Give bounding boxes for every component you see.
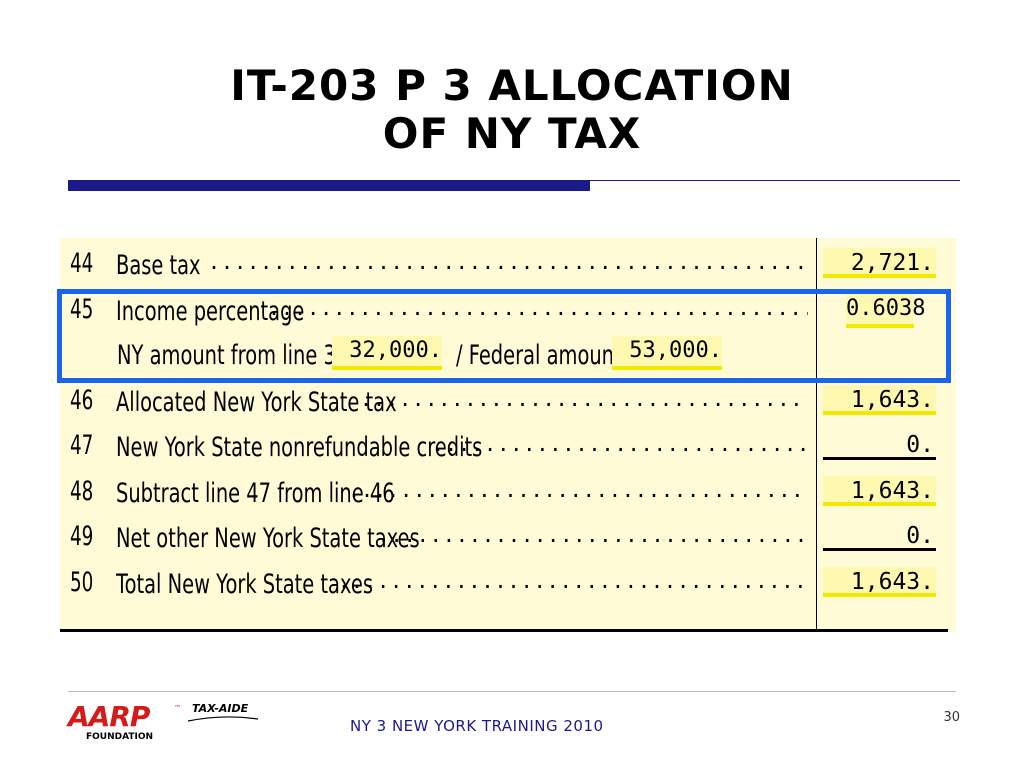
leader-dots: ................................. — [377, 523, 808, 547]
aarp-logo-text: AARP — [68, 700, 150, 733]
slide-title-line-2: OF NY TAX — [382, 109, 642, 158]
line-amount: 1,643. — [823, 476, 936, 506]
aarp-foundation-logo: AARP ™ FOUNDATION TAX-AIDE — [68, 700, 278, 748]
tax-form-panel — [60, 238, 956, 632]
leader-dots: ....................................... — [348, 478, 808, 502]
form-line-48: 48 Subtract line 47 from line 46 .......… — [60, 472, 956, 512]
trademark-mark: ™ — [174, 704, 181, 712]
swoosh-icon — [188, 716, 258, 722]
line-label: Total New York State taxes — [116, 569, 373, 600]
line-number: 47 — [70, 430, 94, 461]
page-number: 30 — [943, 710, 960, 725]
ny-amount-value: 32,000. — [332, 336, 442, 370]
federal-amount-label: / Federal amount — [456, 340, 622, 371]
leader-dots: ............................... — [432, 432, 808, 456]
line-label: Base tax — [116, 250, 201, 281]
line-label: Net other New York State taxes — [116, 523, 420, 554]
slide-title-line-1: IT-203 P 3 ALLOCATION — [230, 61, 794, 110]
form-line-45-subrow: NY amount from line 31 32,000. / Federal… — [60, 334, 956, 374]
line-45-highlight-box — [57, 289, 951, 383]
line-amount: 1,643. — [823, 567, 936, 597]
form-line-50: 50 Total New York State taxes ..........… — [60, 563, 956, 603]
footer-divider — [68, 691, 956, 692]
form-bottom-rule — [60, 629, 948, 632]
leader-dots: ........................................… — [338, 569, 808, 593]
form-line-47: 47 New York State nonrefundable credits … — [60, 426, 956, 466]
title-bar-thick — [68, 180, 590, 191]
form-line-45: 45 Income percentage ...................… — [60, 290, 956, 330]
form-line-46: 46 Allocated New York State tax ........… — [60, 381, 956, 421]
line-label: New York State nonrefundable credits — [116, 432, 483, 463]
line-number: 46 — [70, 385, 94, 416]
logo-taxaide-text: TAX-AIDE — [192, 702, 249, 715]
federal-amount-value: 53,000. — [612, 336, 722, 370]
line-number: 48 — [70, 476, 94, 507]
title-bar-thin — [590, 180, 960, 181]
leader-dots: ........................................ — [360, 387, 808, 411]
form-column-divider — [816, 238, 817, 630]
line-label: Subtract line 47 from line 46 — [116, 478, 395, 509]
line-amount: 1,643. — [823, 385, 936, 415]
line-label: Income percentage — [116, 296, 305, 327]
footer-course-title: NY 3 NEW YORK TRAINING 2010 — [350, 717, 604, 735]
form-line-49: 49 Net other New York State taxes ......… — [60, 517, 956, 557]
slide-title: IT-203 P 3 ALLOCATION OF NY TAX — [0, 62, 1024, 158]
line-number: 45 — [70, 294, 94, 325]
leader-dots: ........................................… — [208, 250, 808, 274]
income-percentage-value: 0.6038 — [846, 294, 925, 328]
line-number: 49 — [70, 521, 94, 552]
ny-amount-label: NY amount from line 31 — [117, 340, 349, 371]
line-number: 50 — [70, 567, 94, 598]
leader-dots: ........................................… — [268, 296, 808, 320]
logo-foundation-text: FOUNDATION — [86, 732, 154, 742]
form-line-44: 44 Base tax ............................… — [60, 244, 956, 284]
line-number: 44 — [70, 248, 94, 279]
line-amount: 0. — [823, 430, 936, 460]
line-amount: 0. — [823, 521, 936, 551]
line-label: Allocated New York State tax — [116, 387, 397, 418]
line-amount: 2,721. — [823, 248, 936, 278]
